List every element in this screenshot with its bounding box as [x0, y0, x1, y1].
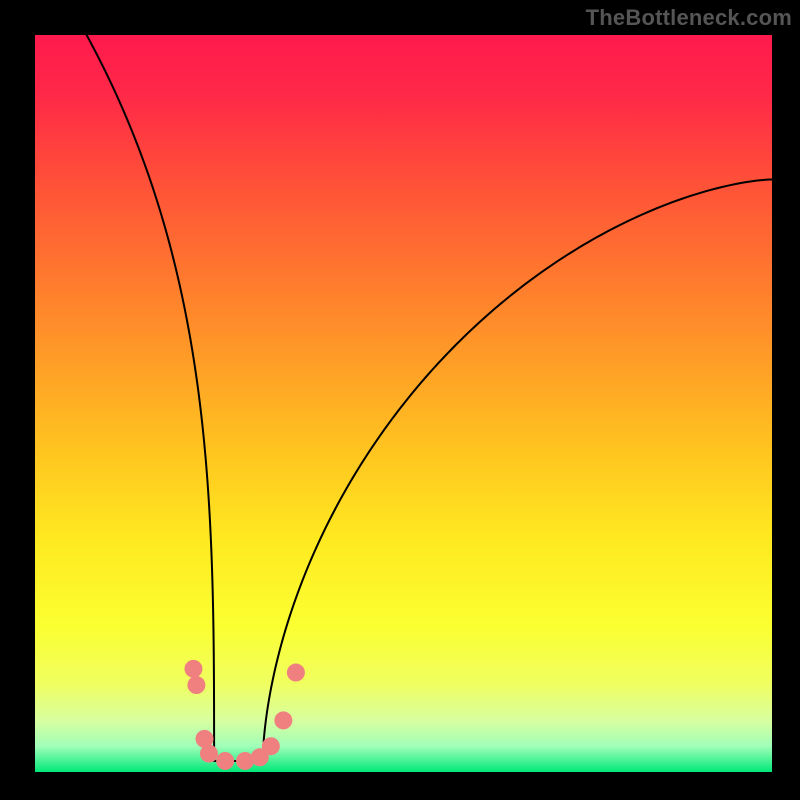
data-marker [216, 752, 234, 770]
chart-frame: TheBottleneck.com [0, 0, 800, 800]
data-marker [262, 737, 280, 755]
chart-svg [0, 0, 800, 800]
data-marker [184, 660, 202, 678]
data-marker [200, 745, 218, 763]
data-marker [187, 676, 205, 694]
data-marker [287, 664, 305, 682]
watermark-text: TheBottleneck.com [586, 5, 792, 31]
data-marker [274, 711, 292, 729]
